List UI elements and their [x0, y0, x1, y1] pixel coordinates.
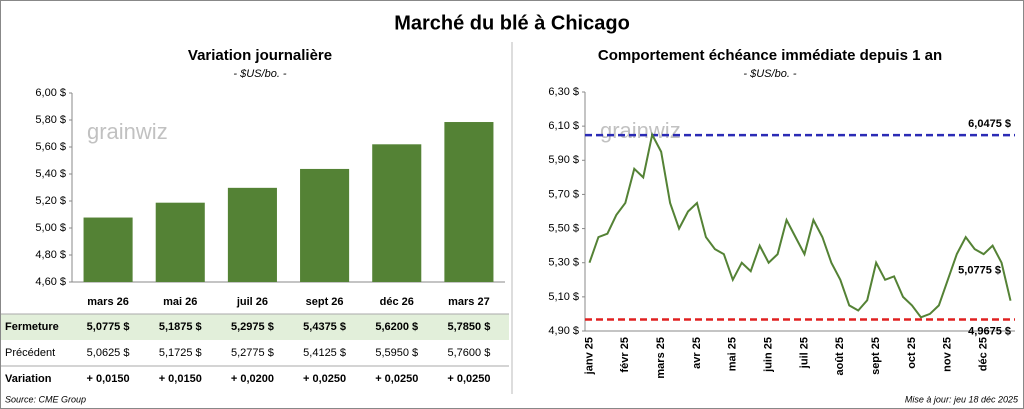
watermark: grainwiz [600, 118, 681, 143]
y-tick-label: 4,90 $ [548, 325, 579, 337]
y-tick-label: 4,80 $ [35, 249, 66, 261]
bar [372, 144, 422, 282]
row-label: Variation [5, 373, 52, 385]
y-tick-label: 5,90 $ [548, 154, 579, 166]
y-tick-label: 4,60 $ [35, 276, 66, 288]
last-value-label: 5,0775 $ [958, 265, 1001, 277]
x-tick-label: sept 25 [870, 337, 882, 375]
y-tick-label: 5,10 $ [548, 291, 579, 303]
chart-subtitle: - $US/bo. - [743, 68, 797, 80]
x-tick-label: mars 27 [448, 296, 490, 308]
page-title: Marché du blé à Chicago [394, 12, 630, 34]
y-tick-label: 6,30 $ [548, 86, 579, 98]
x-tick-label: sept 26 [306, 296, 344, 308]
table-cell: + 0,0250 [447, 373, 490, 385]
table-cell: 5,0625 $ [87, 347, 130, 359]
table-cell: 5,7850 $ [448, 321, 491, 333]
update-date: Mise à jour: jeu 18 déc 2025 [905, 394, 1019, 404]
table-cell: 5,2975 $ [231, 321, 274, 333]
y-tick-label: 5,40 $ [35, 168, 66, 180]
y-tick-label: 5,00 $ [35, 222, 66, 234]
reference-label: 4,9675 $ [968, 325, 1011, 337]
chart-subtitle: - $US/bo. - [233, 68, 287, 80]
y-tick-label: 5,70 $ [548, 188, 579, 200]
bar [227, 187, 277, 282]
table-cell: + 0,0250 [303, 373, 346, 385]
table-cell: 5,4375 $ [303, 321, 346, 333]
table-cell: 5,0775 $ [87, 321, 130, 333]
x-tick-label: avr 25 [691, 337, 703, 369]
x-tick-label: déc 25 [978, 337, 990, 371]
x-tick-label: mars 26 [87, 296, 129, 308]
x-tick-label: août 25 [834, 337, 846, 376]
y-tick-label: 5,80 $ [35, 114, 66, 126]
x-tick-label: juil 26 [236, 296, 268, 308]
x-tick-label: mai 25 [727, 337, 739, 371]
table-cell: 5,4125 $ [303, 347, 346, 359]
table-cell: 5,1725 $ [159, 347, 202, 359]
y-tick-label: 6,00 $ [35, 87, 66, 99]
row-label: Précédent [5, 347, 55, 359]
row-label: Fermeture [5, 321, 59, 333]
x-tick-label: nov 25 [942, 337, 954, 372]
bar [444, 122, 494, 283]
table-cell: + 0,0150 [159, 373, 202, 385]
x-tick-label: mars 25 [655, 337, 667, 379]
x-tick-label: juil 25 [798, 337, 810, 369]
table-cell: 5,1875 $ [159, 321, 202, 333]
x-tick-label: mai 26 [163, 296, 197, 308]
bar [83, 217, 133, 282]
table-cell: + 0,0250 [375, 373, 418, 385]
y-tick-label: 5,20 $ [35, 195, 66, 207]
reference-label: 6,0475 $ [968, 118, 1011, 130]
y-tick-label: 6,10 $ [548, 120, 579, 132]
x-tick-label: févr 25 [619, 337, 631, 372]
x-tick-label: juin 25 [763, 337, 775, 373]
chart-title: Variation journalière [188, 47, 332, 64]
bar [155, 202, 205, 282]
x-tick-label: janv 25 [583, 337, 595, 375]
bar [300, 168, 350, 282]
y-tick-label: 5,30 $ [548, 257, 579, 269]
source: Source: CME Group [5, 394, 86, 404]
y-tick-label: 5,50 $ [548, 222, 579, 234]
y-tick-label: 5,60 $ [35, 141, 66, 153]
table-cell: + 0,0200 [231, 373, 274, 385]
table-cell: 5,6200 $ [375, 321, 418, 333]
table-cell: + 0,0150 [87, 373, 130, 385]
line [588, 131, 1012, 319]
highlight-row [1, 314, 509, 340]
watermark: grainwiz [87, 119, 168, 144]
x-tick-label: oct 25 [906, 337, 918, 369]
table-cell: 5,5950 $ [375, 347, 418, 359]
table-cell: 5,2775 $ [231, 347, 274, 359]
table-cell: 5,7600 $ [448, 347, 491, 359]
chart-title: Comportement échéance immédiate depuis 1… [598, 47, 942, 64]
x-tick-label: déc 26 [380, 296, 414, 308]
